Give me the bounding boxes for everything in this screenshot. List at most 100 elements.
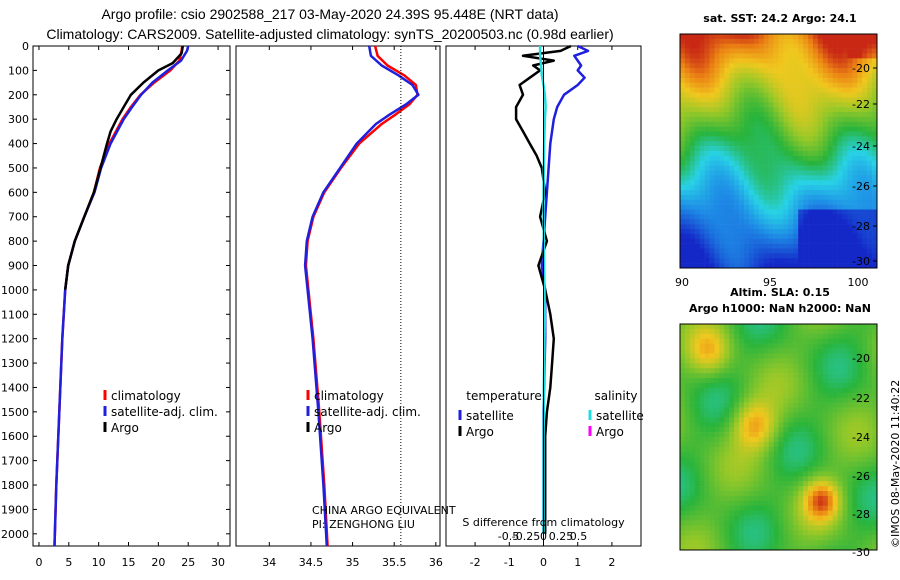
- sst-map-cell: [852, 107, 858, 113]
- sla-map-cell: [694, 353, 700, 359]
- sst-map-cell: [704, 204, 710, 210]
- sla-map-cell: [783, 358, 789, 364]
- sst-map-cell: [798, 175, 804, 181]
- sla-map-cell: [778, 530, 784, 536]
- sst-map-cell: [734, 224, 740, 230]
- sst-map-cell: [714, 214, 720, 220]
- sla-map-cell: [817, 328, 824, 335]
- sst-map-cell: [842, 209, 848, 215]
- sst-map-cell: [842, 219, 848, 225]
- sst-map-cell: [793, 180, 799, 186]
- sst-map-cell: [753, 43, 760, 49]
- x-tick-label-temperature: 5: [65, 556, 72, 569]
- sla-map-cell: [808, 432, 814, 438]
- sst-map-cell: [867, 219, 873, 225]
- sst-map-cell: [734, 107, 740, 113]
- sst-map-cell: [822, 263, 829, 269]
- sst-map-cell: [748, 77, 755, 84]
- sst-map-cell: [857, 131, 863, 137]
- sst-map-cell: [729, 204, 735, 210]
- sla-map-cell: [689, 461, 696, 467]
- sst-map-cell: [872, 160, 878, 166]
- sla-map-cell: [729, 412, 735, 418]
- sst-map-cell: [862, 77, 868, 84]
- sla-map-cell: [714, 491, 720, 497]
- sla-map-cell: [748, 392, 755, 398]
- sla-map-cell: [812, 466, 819, 472]
- sst-map-cell: [842, 248, 848, 254]
- sla-map-cell: [768, 358, 774, 364]
- sst-map-cell: [739, 87, 745, 93]
- sst-map-cell: [763, 263, 769, 269]
- sla-map-cell: [852, 466, 858, 472]
- sla-map-cell: [832, 530, 838, 536]
- sst-map-cell: [768, 175, 774, 181]
- sst-map-cell: [817, 229, 824, 235]
- sla-map-cell: [783, 481, 789, 487]
- sst-map-cell: [758, 77, 765, 84]
- sst-map-cell: [758, 214, 765, 220]
- sla-map-cell: [719, 530, 725, 536]
- sla-map-cell: [694, 407, 700, 413]
- sst-map-cell: [719, 73, 725, 79]
- sla-map-cell: [803, 373, 809, 379]
- sla-map-cell: [778, 427, 784, 433]
- sst-map-cell: [778, 151, 784, 157]
- sla-map-cell: [734, 510, 740, 516]
- sla-map-cell: [768, 481, 774, 487]
- sst-map-cell: [778, 229, 784, 235]
- sla-map-cell: [744, 338, 750, 344]
- sla-map-cell: [842, 397, 848, 403]
- sla-map-cell: [709, 348, 715, 354]
- sst-map-cell: [734, 112, 740, 118]
- sla-map-cell: [867, 427, 873, 433]
- sst-map-cell: [837, 146, 843, 152]
- sla-map-cell: [852, 461, 858, 467]
- sst-map-cell: [689, 151, 696, 157]
- sst-map-cell: [714, 229, 720, 235]
- sst-map-cell: [847, 63, 853, 69]
- sst-map-cell: [729, 126, 735, 132]
- sst-map-cell: [783, 219, 789, 225]
- sla-map-cell: [729, 471, 735, 477]
- sst-map-cell: [822, 38, 829, 45]
- sla-map-cell: [758, 417, 765, 423]
- sst-map-cell: [699, 248, 705, 254]
- sst-map-cell: [803, 209, 809, 215]
- sst-map-cell: [734, 38, 740, 45]
- sst-map-cell: [758, 155, 765, 162]
- sla-map-cell: [768, 343, 774, 349]
- sst-map-cell: [832, 107, 838, 113]
- sla-map-cell: [714, 338, 720, 344]
- sla-map-cell: [753, 402, 760, 408]
- sla-map-cell: [862, 510, 868, 516]
- sla-map-cell: [768, 328, 774, 335]
- sst-map-cell: [724, 73, 730, 79]
- sla-map-cell: [680, 437, 686, 443]
- sst-map-cell: [734, 233, 740, 240]
- sla-map-cell: [714, 343, 720, 349]
- sla-map-cell: [680, 451, 686, 457]
- sla-map-cell: [684, 540, 691, 546]
- sst-map-cell: [837, 185, 843, 191]
- sla-map-cell: [744, 412, 750, 418]
- sst-map-cell: [748, 214, 755, 220]
- sla-map-cell: [680, 343, 686, 349]
- sla-map-cell: [778, 476, 784, 482]
- sla-map-cell: [798, 525, 804, 531]
- sst-map-cell: [867, 238, 873, 244]
- sst-map-cell: [709, 214, 715, 220]
- sst-map-cell: [808, 185, 814, 191]
- sst-map-cell: [768, 92, 774, 98]
- sla-map-cell: [763, 333, 769, 340]
- sst-map-cell: [857, 38, 863, 45]
- sla-map-cell: [847, 368, 853, 374]
- sst-map-cell: [857, 141, 863, 147]
- sst-map-cell: [699, 82, 705, 88]
- sst-map-cell: [773, 160, 779, 166]
- sla-map-cell: [694, 540, 700, 546]
- sla-map-cell: [744, 491, 750, 497]
- sla-map-cell: [872, 353, 878, 359]
- sla-map-cell: [872, 392, 878, 398]
- sst-map-cell: [724, 219, 730, 225]
